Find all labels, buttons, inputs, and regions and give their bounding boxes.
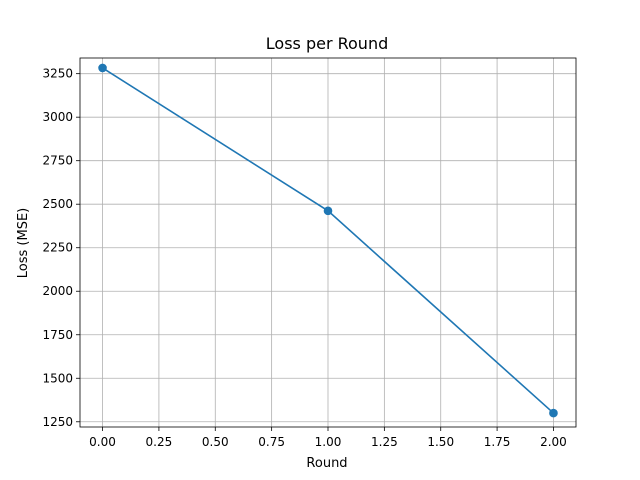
y-axis: 1250 1500 1750 2000 2250 2500 2750 3000 3250 <box>42 67 80 429</box>
y-tick-label: 2250 <box>42 241 73 255</box>
x-tick-label: 1.75 <box>484 435 511 449</box>
series-layer <box>98 63 558 418</box>
x-tick-label: 0.00 <box>89 435 116 449</box>
chart-title: Loss per Round <box>266 34 388 53</box>
x-tick-label: 0.50 <box>202 435 229 449</box>
x-axis: 0.00 0.25 0.50 0.75 1.00 1.25 1.50 1.75 2.00 <box>89 427 567 449</box>
y-tick-label: 2750 <box>42 154 73 168</box>
grid <box>80 58 576 427</box>
y-axis-label: Loss (MSE) <box>16 208 31 278</box>
x-tick-label: 2.00 <box>540 435 567 449</box>
y-tick-label: 1500 <box>42 371 73 385</box>
y-tick-label: 3000 <box>42 110 73 124</box>
data-point <box>323 206 333 216</box>
x-tick-label: 1.50 <box>427 435 454 449</box>
x-axis-label: Round <box>306 456 347 471</box>
y-tick-label: 2000 <box>42 284 73 298</box>
data-point <box>549 408 558 418</box>
x-tick-label: 0.25 <box>146 435 173 449</box>
data-point <box>98 63 107 73</box>
y-tick-label: 1750 <box>42 328 73 342</box>
y-tick-label: 1250 <box>42 415 73 429</box>
y-tick-label: 2500 <box>42 197 73 211</box>
x-tick-label: 1.00 <box>315 435 342 449</box>
y-tick-label: 3250 <box>42 67 73 81</box>
x-tick-label: 0.75 <box>258 435 285 449</box>
x-tick-label: 1.25 <box>371 435 398 449</box>
